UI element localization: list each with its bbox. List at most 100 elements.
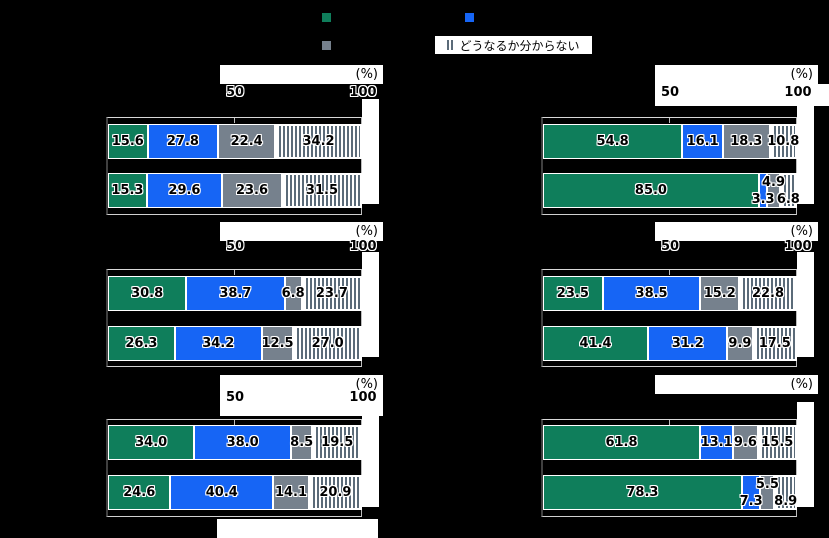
bar-value-label: 7.3 xyxy=(739,494,763,509)
bar-segment-series-2-blue: 38.7 xyxy=(186,276,285,311)
stacked-bar: 54.8 16.1 18.3 10.8 xyxy=(543,124,800,159)
percent-header-box: (%) xyxy=(220,375,383,394)
bar-value-label: 38.7 xyxy=(219,286,252,301)
bar-value-label: 31.5 xyxy=(305,183,338,198)
bar-segment-series-2-blue: 3.3 xyxy=(752,173,775,208)
bar-segment-series-1-green: 41.4 xyxy=(543,326,649,361)
bar-value-label: 12.5 xyxy=(261,336,294,351)
bar-segment-series-1-green: 15.6 xyxy=(108,124,148,159)
bar-segment-series-3-gray: 9.9 xyxy=(727,326,753,361)
bar-value-label: 34.2 xyxy=(302,134,335,149)
percent-unit-label: (%) xyxy=(790,377,814,392)
bar-value-label: 5.5 xyxy=(755,477,779,492)
bar-value-label: 41.4 xyxy=(579,336,612,351)
axis-tick-100: 100 xyxy=(784,239,812,254)
bar-value-label: 27.0 xyxy=(311,336,344,351)
legend-swatch-green xyxy=(322,13,331,22)
axis-tick-50: 50 xyxy=(660,239,680,254)
percent-header-box: (%) xyxy=(220,222,383,241)
axis-tick-100: 100 xyxy=(784,85,812,100)
axis-tick-100: 100 xyxy=(349,390,377,405)
bar-segment-series-4-striped: 8.9 xyxy=(774,475,797,510)
axis-tick-100: 100 xyxy=(349,85,377,100)
chart-bottom-left: (%) 50 100 34.0 38.0 8.5 19.5 24.6 40.4 14.1 20.9 xyxy=(106,375,383,527)
stacked-bar: 34.0 38.0 8.5 19.5 xyxy=(108,425,362,460)
bar-segment-series-3-gray: 12.5 xyxy=(262,326,294,361)
bar-segment-series-4-striped: 17.5 xyxy=(752,326,797,361)
bar-value-label: 27.8 xyxy=(166,134,199,149)
legend-swatch-blue xyxy=(465,13,474,22)
percent-unit-label: (%) xyxy=(355,67,379,82)
stacked-bar: 23.5 38.5 15.2 22.8 xyxy=(543,276,797,311)
bar-segment-series-4-striped: 22.8 xyxy=(739,276,797,311)
percent-unit-label: (%) xyxy=(790,224,814,239)
bar-segment-series-1-green: 34.0 xyxy=(108,425,195,460)
axis-tick-50: 50 xyxy=(225,239,245,254)
bar-value-label: 8.9 xyxy=(774,494,798,509)
axis-label-background xyxy=(220,394,383,416)
bar-segment-series-1-green: 23.5 xyxy=(543,276,603,311)
bar-value-label: 8.5 xyxy=(290,435,314,450)
bar-segment-series-4-striped: 31.5 xyxy=(281,173,362,208)
bar-value-label: 17.5 xyxy=(758,336,791,351)
bar-segment-series-3-gray: 23.6 xyxy=(222,173,282,208)
bar-value-label: 31.2 xyxy=(671,336,704,351)
cropped-header-box xyxy=(217,519,378,538)
bar-segment-series-2-blue: 7.3 xyxy=(739,475,763,510)
bar-value-label: 10.8 xyxy=(767,134,800,149)
bar-value-label: 15.6 xyxy=(111,134,144,149)
bar-value-label: 38.0 xyxy=(226,435,259,450)
tick-mark-50 xyxy=(669,118,670,123)
chart-middle-right: (%) 50 100 23.5 38.5 15.2 22.8 41.4 31.2 9.9 17.5 xyxy=(541,222,818,374)
legend-item-unknown: どうなるか分からない xyxy=(435,36,592,54)
plot-area xyxy=(541,419,797,517)
bar-value-label: 4.9 xyxy=(761,175,785,190)
legend-swatch-stripes-icon xyxy=(447,40,455,50)
plot-area xyxy=(541,117,797,215)
tick-mark-50 xyxy=(669,270,670,275)
percent-header-box: (%) xyxy=(655,222,818,241)
bar-segment-series-4-striped: 34.2 xyxy=(275,124,362,159)
axis-label-background xyxy=(655,84,829,106)
axis-tick-50: 50 xyxy=(225,85,245,100)
stacked-bar: 30.8 38.7 6.8 23.7 xyxy=(108,276,362,311)
legend-label: どうなるか分からない xyxy=(459,38,580,53)
axis-tick-50: 50 xyxy=(225,390,245,405)
bar-value-label: 15.3 xyxy=(111,183,144,198)
bar-segment-series-4-striped: 10.8 xyxy=(767,124,800,159)
stacked-bar: 61.8 13.1 9.6 15.5 xyxy=(543,425,797,460)
bar-segment-series-3-gray: 6.8 xyxy=(282,276,305,311)
tick-mark-50 xyxy=(234,420,235,425)
plot-right-margin xyxy=(797,402,814,507)
axis-tick-50: 50 xyxy=(660,85,680,100)
percent-unit-label: (%) xyxy=(355,224,379,239)
stacked-bar: 24.6 40.4 14.1 20.9 xyxy=(108,475,362,510)
bar-value-label: 34.0 xyxy=(135,435,168,450)
bar-value-label: 15.5 xyxy=(761,435,794,450)
bar-value-label: 14.1 xyxy=(274,485,308,500)
plot-area xyxy=(106,117,362,215)
tick-mark-50 xyxy=(234,118,235,123)
bar-value-label: 15.2 xyxy=(703,286,736,301)
bar-value-label: 78.3 xyxy=(626,485,659,500)
bar-value-label: 22.8 xyxy=(751,286,785,301)
bar-segment-series-1-green: 26.3 xyxy=(108,326,175,361)
bar-segment-series-3-gray: 14.1 xyxy=(273,475,309,510)
bar-segment-series-4-striped: 15.5 xyxy=(757,425,797,460)
bar-segment-series-2-blue: 31.2 xyxy=(648,326,728,361)
chart-middle-left: (%) 50 100 30.8 38.7 6.8 23.7 26.3 34.2 12.5 27.0 xyxy=(106,222,383,374)
plot-right-margin xyxy=(797,99,814,204)
bar-segment-series-1-green: 54.8 xyxy=(543,124,683,159)
bar-segment-series-1-green: 24.6 xyxy=(108,475,171,510)
bar-segment-series-3-gray: 18.3 xyxy=(723,124,770,159)
bar-segment-series-1-green: 85.0 xyxy=(543,173,759,208)
bar-value-label: 23.7 xyxy=(315,286,348,301)
bar-value-label: 23.5 xyxy=(556,286,589,301)
bar-segment-series-3-gray: 15.2 xyxy=(700,276,740,311)
bar-segment-series-3-gray: 9.6 xyxy=(733,425,758,460)
plot-area xyxy=(106,419,362,517)
stacked-bar: 85.0 3.3 4.9 6.8 xyxy=(543,173,800,208)
bar-value-label: 24.6 xyxy=(123,485,156,500)
bar-segment-series-1-green: 78.3 xyxy=(543,475,742,510)
plot-right-margin xyxy=(362,99,379,204)
